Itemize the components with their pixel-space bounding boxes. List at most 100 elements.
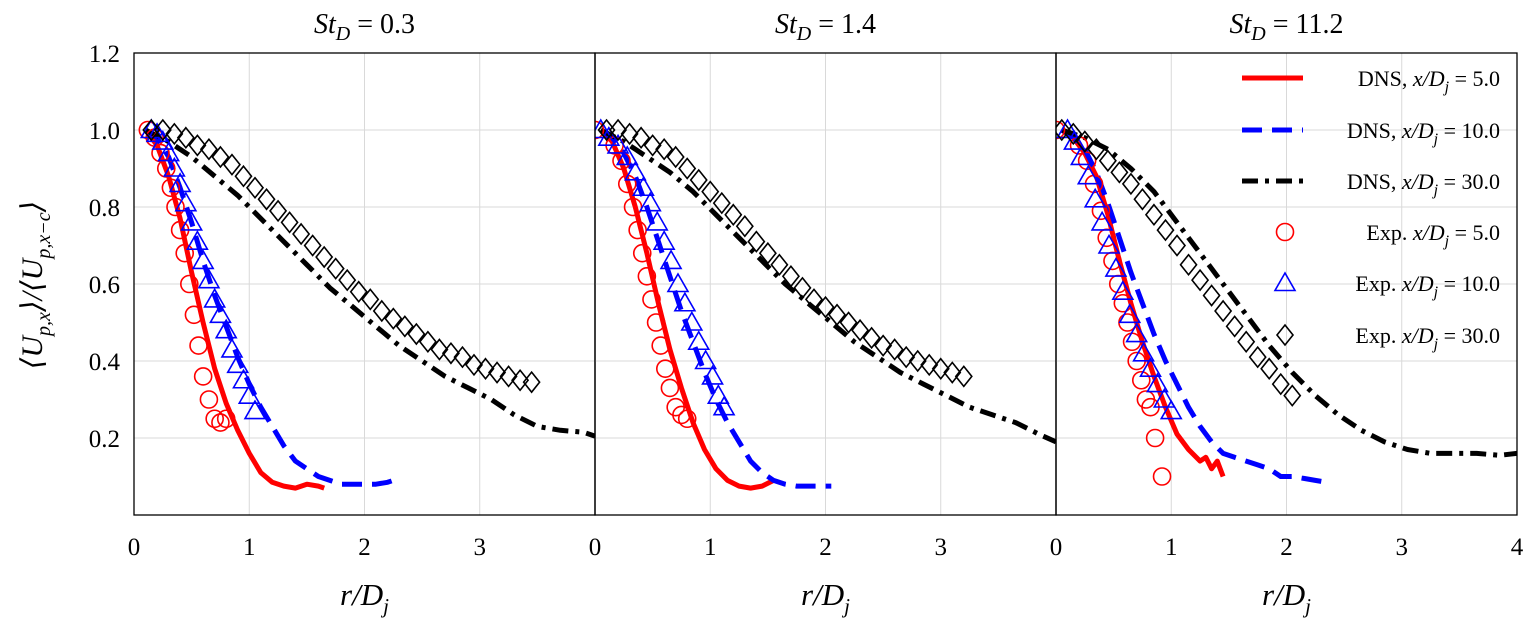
x-axis-label: r/Dj bbox=[340, 577, 389, 618]
data-point-diamond bbox=[153, 118, 172, 142]
data-point-circle bbox=[166, 197, 185, 217]
data-point-circle bbox=[180, 274, 199, 294]
data-point-circle bbox=[660, 378, 680, 398]
data-point-triangle bbox=[157, 141, 180, 162]
panels: 0 1 2 3 0.2 0.4 0.6 0.8 1.0 1.2 StD = 0.3 r/Dj 0 1 2 3 S… bbox=[89, 9, 1524, 618]
data-point-diamond bbox=[1075, 130, 1094, 153]
data-point-diamond bbox=[522, 370, 541, 394]
data-point-circle bbox=[175, 243, 195, 263]
data-point-diamond bbox=[499, 365, 518, 388]
x-tick-label: 1 bbox=[1165, 534, 1178, 561]
data-point-triangle bbox=[1125, 322, 1149, 343]
legend-swatch-triangle bbox=[1273, 271, 1297, 292]
data-point-diamond bbox=[1225, 315, 1244, 338]
data-point-diamond bbox=[620, 122, 639, 146]
data-point-diamond bbox=[1156, 218, 1175, 242]
legend-entry-4: Exp. x/Dj = 5.0 bbox=[1275, 220, 1500, 250]
data-point-diamond bbox=[418, 330, 437, 354]
plot-area bbox=[138, 118, 595, 491]
data-point-diamond bbox=[666, 145, 685, 169]
data-point-diamond bbox=[874, 334, 893, 357]
data-point-circle bbox=[628, 220, 647, 240]
data-point-diamond bbox=[384, 307, 403, 330]
data-point-diamond bbox=[632, 126, 651, 149]
data-point-diamond bbox=[222, 153, 241, 176]
data-point-diamond bbox=[655, 137, 674, 161]
data-point-triangle bbox=[623, 160, 647, 181]
data-point-circle bbox=[656, 359, 675, 379]
data-point-triangle bbox=[162, 156, 186, 177]
x-tick-label: 3 bbox=[474, 534, 487, 561]
data-point-diamond bbox=[851, 318, 870, 342]
data-point-triangle bbox=[687, 330, 711, 351]
data-point-triangle bbox=[1104, 256, 1128, 277]
data-point-circle bbox=[1091, 201, 1111, 221]
legend-label: DNS, x/Dj = 30.0 bbox=[1347, 169, 1500, 199]
data-point-diamond bbox=[804, 288, 823, 311]
data-point-triangle bbox=[1118, 303, 1142, 324]
data-point-diamond bbox=[1110, 161, 1129, 184]
legend-label: Exp. x/Dj = 5.0 bbox=[1366, 220, 1500, 250]
data-point-diamond bbox=[609, 118, 628, 142]
data-point-circle bbox=[193, 367, 213, 386]
data-point-triangle bbox=[1111, 280, 1135, 301]
data-point-diamond bbox=[1214, 299, 1233, 323]
x-tick-label: 4 bbox=[1511, 534, 1524, 561]
panel-2: 0 1 2 3 StD = 1.4 r/Dj bbox=[589, 9, 1057, 618]
data-point-diamond bbox=[395, 315, 414, 338]
data-point-triangle bbox=[606, 133, 630, 154]
data-point-diamond bbox=[211, 145, 230, 169]
data-point-diamond bbox=[1167, 234, 1187, 257]
data-point-diamond bbox=[816, 295, 835, 319]
legend-label: Exp. x/Dj = 10.0 bbox=[1355, 271, 1500, 301]
series-markers-exp-circle bbox=[138, 120, 236, 432]
data-point-diamond bbox=[292, 222, 311, 246]
data-point-circle bbox=[216, 409, 236, 429]
series-line-dns-2 bbox=[1060, 127, 1328, 485]
data-point-triangle bbox=[214, 318, 238, 339]
data-point-triangle bbox=[232, 368, 255, 389]
y-tick-label: 0.6 bbox=[89, 272, 120, 299]
legend-entry-5: Exp. x/Dj = 10.0 bbox=[1273, 271, 1500, 301]
series-markers-exp-circle bbox=[1056, 120, 1172, 486]
y-tick-label: 1.0 bbox=[89, 118, 120, 145]
legend-label: DNS, x/Dj = 5.0 bbox=[1358, 66, 1500, 96]
data-point-diamond bbox=[269, 199, 288, 223]
data-point-circle bbox=[1131, 370, 1151, 390]
data-point-diamond bbox=[326, 257, 345, 280]
data-point-diamond bbox=[862, 326, 881, 350]
grid bbox=[134, 53, 595, 515]
data-point-diamond bbox=[885, 338, 904, 361]
data-point-diamond bbox=[1144, 203, 1163, 226]
data-point-diamond bbox=[511, 368, 530, 392]
panel-1: 0 1 2 3 0.2 0.4 0.6 0.8 1.0 1.2 StD = 0.3 r/Dj bbox=[89, 9, 596, 618]
data-point-diamond bbox=[176, 126, 195, 149]
data-point-diamond bbox=[701, 180, 720, 203]
data-point-diamond bbox=[1248, 345, 1267, 369]
data-point-diamond bbox=[464, 353, 484, 377]
data-point-diamond bbox=[303, 234, 322, 257]
x-tick-label: 2 bbox=[358, 534, 371, 561]
data-point-circle bbox=[1145, 428, 1165, 448]
x-tick-label: 1 bbox=[243, 534, 256, 561]
data-point-circle bbox=[672, 405, 691, 425]
data-point-diamond bbox=[931, 357, 950, 380]
data-point-triangle bbox=[1097, 233, 1121, 254]
data-point-diamond bbox=[1202, 284, 1221, 307]
data-point-diamond bbox=[1179, 253, 1198, 277]
data-point-triangle bbox=[1076, 164, 1100, 185]
legend-swatch-circle bbox=[1275, 222, 1295, 242]
data-point-triangle bbox=[638, 191, 662, 212]
y-tick-label: 0.4 bbox=[89, 349, 121, 376]
data-point-diamond bbox=[1087, 137, 1106, 161]
legend-entry-3: DNS, x/Dj = 30.0 bbox=[1242, 169, 1500, 199]
data-point-triangle bbox=[645, 210, 669, 231]
data-point-diamond bbox=[770, 253, 789, 277]
grid bbox=[595, 53, 1056, 515]
data-point-diamond bbox=[441, 342, 460, 365]
x-tick-label: 0 bbox=[1050, 534, 1063, 561]
y-tick-label: 0.8 bbox=[89, 195, 120, 222]
data-point-triangle bbox=[209, 303, 232, 324]
series-markers-exp-diamond bbox=[1056, 118, 1302, 407]
data-point-circle bbox=[651, 336, 670, 355]
